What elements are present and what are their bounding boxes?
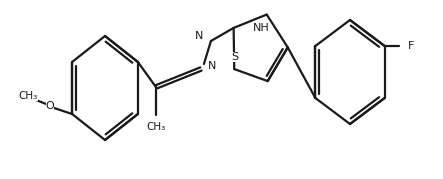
Text: N: N xyxy=(194,31,203,41)
Text: O: O xyxy=(46,101,54,111)
Text: CH₃: CH₃ xyxy=(19,91,38,101)
Text: S: S xyxy=(232,52,239,62)
Text: NH: NH xyxy=(253,23,270,33)
Text: F: F xyxy=(408,41,414,51)
Text: N: N xyxy=(208,61,216,71)
Text: CH₃: CH₃ xyxy=(146,122,166,132)
